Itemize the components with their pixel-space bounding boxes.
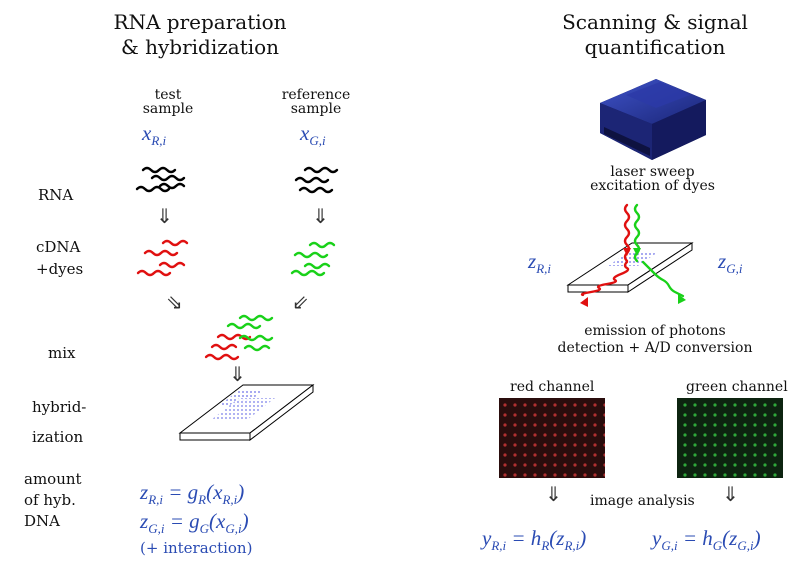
laser-line1: laser sweep (610, 164, 695, 180)
reference-sample-label: reference sample (266, 88, 366, 116)
row-label-amount: amount of hyb. DNA (24, 470, 82, 530)
row-label-cdna: cDNA +dyes (36, 238, 84, 278)
row-label-rna: RNA (38, 186, 74, 204)
x-green-variable: xG,i (300, 121, 326, 149)
right-title-line2: quantification (584, 35, 726, 59)
photon-arrowheads (580, 248, 686, 307)
row-label-cdna-line2: +dyes (36, 259, 84, 278)
row-label-amount-line3: DNA (24, 511, 60, 530)
down-arrow-icon: ⇓ (156, 204, 173, 228)
down-arrow-icon: ⇓ (312, 204, 329, 228)
scanning-slide (566, 242, 694, 293)
row-label-amount-line1: amount (24, 470, 82, 488)
test-sample-line1: test (154, 87, 182, 103)
test-sample-label: test sample (128, 88, 208, 116)
x-red-variable: xR,i (142, 121, 167, 149)
equation-y-red: yR,i = hR(zR,i) (482, 526, 587, 554)
rna-test-strands (135, 166, 186, 193)
equation-z-green: zG,i = gG(xG,i) (140, 509, 249, 537)
emission-line2: detection + A/D conversion (557, 340, 753, 356)
right-title: Scanning & signal quantification (540, 10, 770, 60)
row-label-hybridization: hybrid- ization (32, 398, 87, 446)
green-channel-image (677, 398, 783, 478)
z-red-label: zR,i (528, 249, 551, 277)
left-title-line1: RNA preparation (113, 10, 287, 34)
laser-line2: excitation of dyes (590, 178, 715, 194)
test-sample-line2: sample (142, 101, 194, 117)
down-arrow-icon: ⇓ (722, 482, 739, 506)
diagonal-arrow-icon: ⇘ (166, 290, 183, 314)
red-channel-image (499, 398, 605, 478)
down-arrow-icon: ⇓ (229, 362, 246, 386)
row-label-hybrid-line1: hybrid- (32, 398, 87, 416)
cdna-red-strands (136, 239, 189, 277)
mixed-strands (204, 314, 274, 361)
interaction-note: (+ interaction) (140, 539, 253, 557)
row-label-mix: mix (48, 344, 76, 362)
image-analysis-label: image analysis (590, 493, 695, 509)
green-channel-label: green channel (686, 379, 788, 395)
left-title-line2: & hybridization (120, 35, 280, 59)
rna-reference-strands (294, 166, 339, 194)
diagonal-arrow-icon: ⇙ (292, 290, 309, 314)
down-arrow-icon: ⇓ (545, 482, 562, 506)
z-green-label: zG,i (718, 249, 743, 277)
emission-label: emission of photons detection + A/D conv… (530, 324, 780, 355)
right-title-line1: Scanning & signal (562, 10, 748, 34)
laser-sweep-label: laser sweep excitation of dyes (565, 165, 740, 193)
hybridization-slide (178, 383, 315, 442)
row-label-hybrid-line2: ization (32, 427, 84, 446)
row-label-cdna-line1: cDNA (36, 238, 81, 256)
emission-line1: emission of photons (584, 323, 726, 339)
red-channel-label: red channel (510, 379, 595, 395)
cdna-green-strands (290, 241, 336, 277)
row-label-amount-line2: of hyb. (24, 490, 76, 509)
reference-sample-line1: reference (281, 87, 351, 103)
equation-y-green: yG,i = hG(zG,i) (652, 526, 761, 554)
left-title: RNA preparation & hybridization (105, 10, 295, 60)
reference-sample-line2: sample (290, 101, 342, 117)
equation-z-red: zR,i = gR(xR,i) (140, 480, 245, 508)
scanner-device (600, 79, 706, 160)
